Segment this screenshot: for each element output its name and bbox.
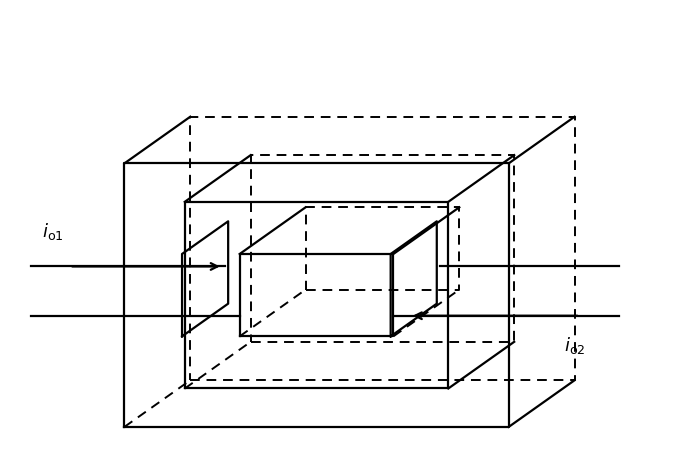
Text: $i_{\mathrm{o1}}$: $i_{\mathrm{o1}}$ [42, 221, 63, 242]
Text: $i_{\mathrm{o2}}$: $i_{\mathrm{o2}}$ [563, 335, 585, 356]
